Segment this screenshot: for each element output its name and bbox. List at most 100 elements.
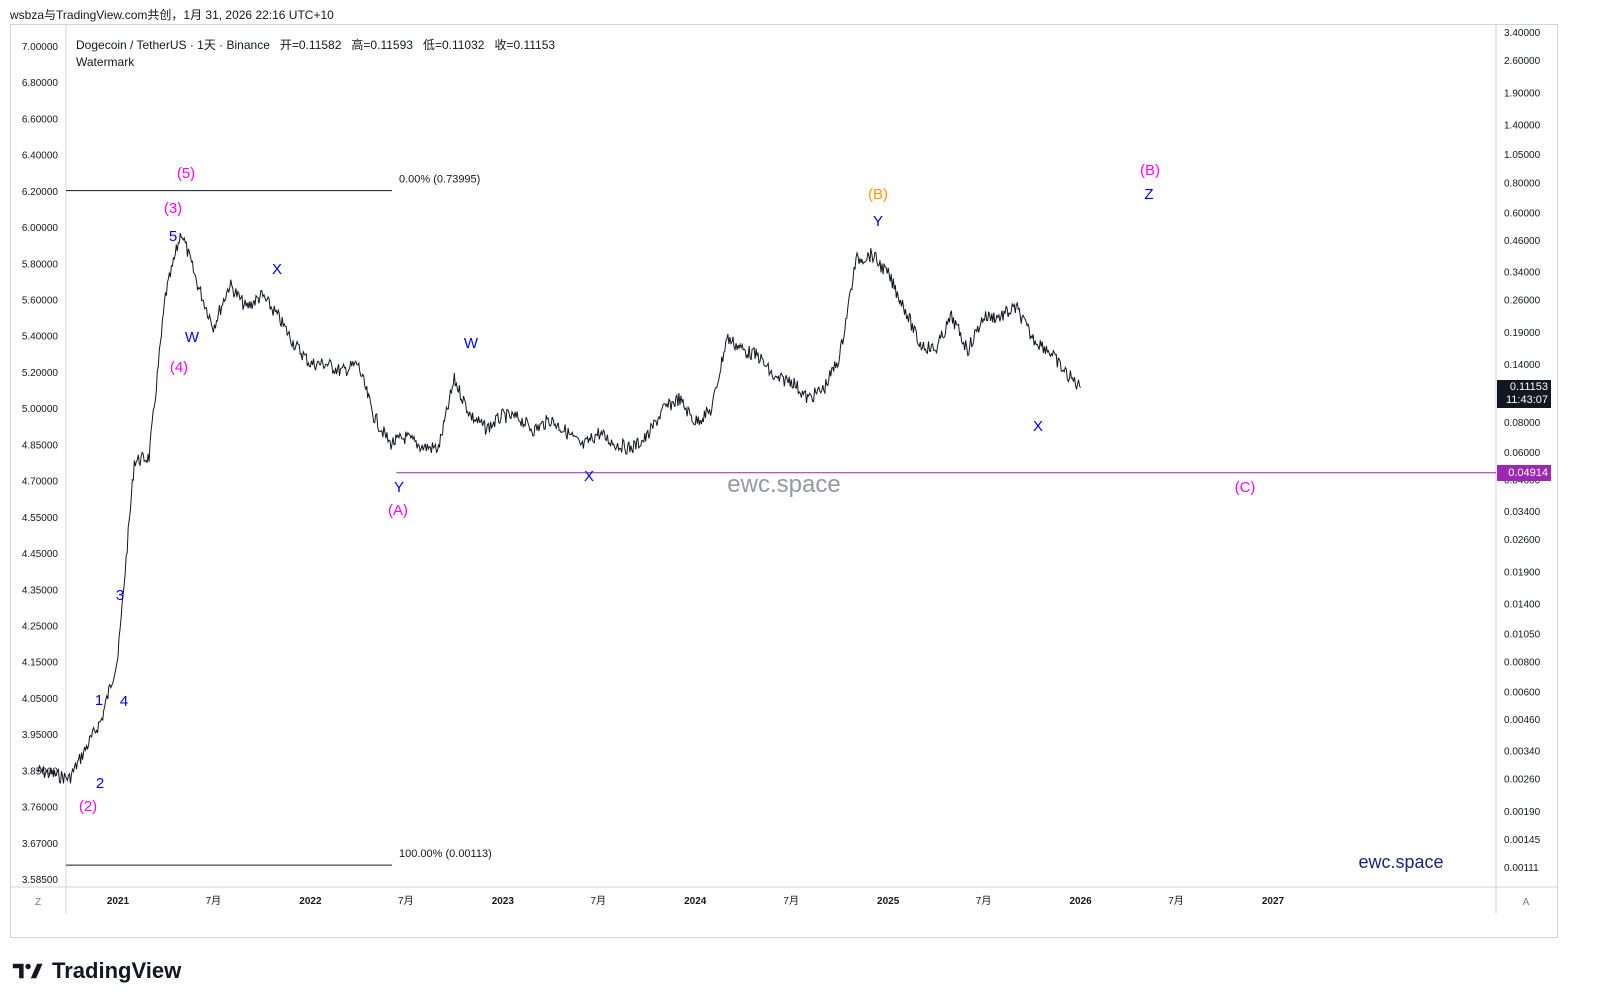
left-axis-tick-label: 5.60000 — [22, 296, 59, 307]
right-axis-tick-label: 1.40000 — [1504, 120, 1541, 131]
left-price-axis[interactable]: 7.00000 6.80000 6.60000 6.40000 6.20000 6.000… — [22, 42, 59, 886]
wave-label: Y — [873, 213, 883, 230]
left-axis-tick-label: 6.60000 — [22, 114, 59, 125]
legend-close: 收=0.11153 — [494, 38, 556, 52]
right-axis-tick-label: 0.06000 — [1504, 448, 1541, 459]
x-axis-tick-label: 7月 — [976, 895, 992, 907]
right-axis-tick-label: 0.14000 — [1504, 360, 1541, 371]
wave-label: X — [1033, 418, 1043, 435]
right-axis-tick-label: 1.05000 — [1504, 150, 1541, 161]
wave-label: X — [584, 468, 594, 485]
x-axis-tick-label: 7月 — [398, 895, 414, 907]
wave-label: 5 — [169, 228, 177, 245]
right-axis-tick-label: 0.03400 — [1504, 507, 1541, 518]
x-axis-tick-label: 7月 — [783, 895, 799, 907]
right-axis-tick-label: 0.46000 — [1504, 236, 1541, 247]
time-axis[interactable]: 2021 7月 2022 7月 2023 7月 2024 7月 2025 7月 2026 7月 2027 — [107, 895, 1285, 907]
wave-label: (B) — [868, 186, 888, 203]
right-price-axis[interactable]: 3.40000 2.60000 1.90000 1.40000 1.05000 0.800… — [1504, 28, 1541, 874]
left-axis-tick-label: 4.25000 — [22, 621, 59, 632]
wave-label: (C) — [1235, 479, 1256, 496]
legend-high: 高=0.11593 — [351, 38, 413, 52]
x-axis-tick-label: 2024 — [684, 896, 707, 907]
right-axis-tick-label: 0.00190 — [1504, 807, 1541, 818]
right-axis-tick-label: 0.19000 — [1504, 328, 1541, 339]
wave-label: X — [272, 261, 282, 278]
left-axis-tick-label: 4.55000 — [22, 513, 59, 524]
footer-brand[interactable]: TradingView — [12, 958, 181, 984]
right-axis-tick-label: 3.40000 — [1504, 28, 1541, 39]
right-axis-tick-label: 0.00340 — [1504, 747, 1541, 758]
wave-label: W — [185, 329, 200, 346]
right-axis-tick-label: 0.00600 — [1504, 687, 1541, 698]
legend-low: 低=0.11032 — [422, 38, 485, 52]
wave-labels: (5) (3) 5 W (4) X 3 1 4 2 (2) W Y (A) X (B) Y X (B) Z (C) — [79, 162, 1256, 815]
tradingview-logo-icon — [12, 963, 43, 979]
right-axis-tick-label: 0.01900 — [1504, 568, 1541, 579]
right-axis-tick-label: 0.00260 — [1504, 774, 1541, 785]
left-axis-tick-label: 4.85000 — [22, 440, 59, 451]
left-axis-tick-label: 3.95000 — [22, 730, 59, 741]
left-axis-tick-label: 5.40000 — [22, 332, 59, 343]
legend-symbol: Dogecoin / TetherUS · 1天 · Binance — [76, 38, 270, 52]
left-axis-tick-label: 4.15000 — [22, 658, 59, 669]
x-axis-tick-label: 2025 — [877, 896, 900, 907]
fib-level-label: 0.00% (0.73995) — [399, 174, 480, 186]
x-axis-tick-label: 2022 — [299, 896, 322, 907]
x-axis-tick-label: 7月 — [1168, 895, 1184, 907]
footer-brand-label: TradingView — [52, 958, 182, 983]
right-axis-tick-label: 0.80000 — [1504, 179, 1541, 190]
left-axis-tick-label: 4.35000 — [22, 585, 59, 596]
left-axis-tick-label: 6.00000 — [22, 223, 59, 234]
right-axis-tick-label: 0.60000 — [1504, 208, 1541, 219]
chart-legend: Dogecoin / TetherUS · 1天 · Binance 开=0.1… — [76, 36, 555, 69]
wave-label: (3) — [164, 200, 182, 217]
right-axis-tick-label: 0.26000 — [1504, 295, 1541, 306]
wave-label: 2 — [96, 775, 104, 792]
watermark-corner: ewc.space — [1358, 852, 1443, 872]
right-axis-tick-label: 0.34000 — [1504, 268, 1541, 279]
level-badge-value: 0.04914 — [1508, 467, 1548, 479]
x-axis-tick-label: 7月 — [206, 895, 222, 907]
fib-level-label: 100.00% (0.00113) — [399, 848, 492, 860]
publish-line: wsbza与TradingView.com共创，1月 31, 2026 22:1… — [10, 8, 334, 22]
right-axis-tick-label: 0.02600 — [1504, 535, 1541, 546]
wave-label: (B) — [1140, 162, 1160, 179]
x-axis-tick-label: 2021 — [107, 896, 130, 907]
wave-label: (A) — [388, 502, 408, 519]
wave-label: (2) — [79, 798, 97, 815]
watermark-center: ewc.space — [727, 471, 840, 498]
left-axis-tick-label: 6.20000 — [22, 187, 59, 198]
left-axis-tick-label: 4.05000 — [22, 694, 59, 705]
wave-label: 3 — [116, 587, 124, 604]
right-axis-tick-label: 0.04600 — [1504, 476, 1541, 487]
wave-label: W — [464, 335, 479, 352]
right-axis-tick-label: 2.60000 — [1504, 56, 1541, 67]
wave-label: (5) — [177, 165, 195, 182]
price-badge-countdown: 11:43:07 — [1505, 394, 1548, 406]
price-badge: 0.11153 11:43:07 — [1497, 380, 1551, 408]
auto-scale-left-button[interactable]: Z — [34, 897, 42, 908]
wave-label: Y — [394, 479, 404, 496]
left-axis-tick-label: 5.20000 — [22, 368, 59, 379]
left-axis-tick-label: 3.67000 — [22, 839, 59, 850]
price-series-line — [36, 232, 1082, 784]
x-axis-tick-label: 2023 — [492, 896, 515, 907]
left-axis-tick-label: 4.70000 — [22, 477, 59, 488]
legend-indicator: Watermark — [76, 55, 135, 69]
right-axis-tick-label: 0.01400 — [1504, 599, 1541, 610]
wave-label: Z — [1144, 186, 1153, 203]
price-badge-value: 0.11153 — [1509, 381, 1548, 393]
left-axis-tick-label: 5.00000 — [22, 404, 59, 415]
drawings-layer: 0.00% (0.73995) 100.00% (0.00113) — [66, 174, 1496, 866]
x-axis-tick-label: 7月 — [590, 895, 606, 907]
legend-open: 开=0.11582 — [279, 38, 342, 52]
left-axis-tick-label: 4.45000 — [22, 549, 59, 560]
right-axis-tick-label: 0.00145 — [1504, 835, 1541, 846]
level-badge: 0.04914 — [1497, 465, 1551, 481]
price-series — [36, 232, 1082, 784]
right-axis-tick-label: 0.00460 — [1504, 715, 1541, 726]
auto-scale-right-button[interactable]: A — [1522, 897, 1530, 908]
right-axis-tick-label: 0.00111 — [1504, 863, 1539, 874]
